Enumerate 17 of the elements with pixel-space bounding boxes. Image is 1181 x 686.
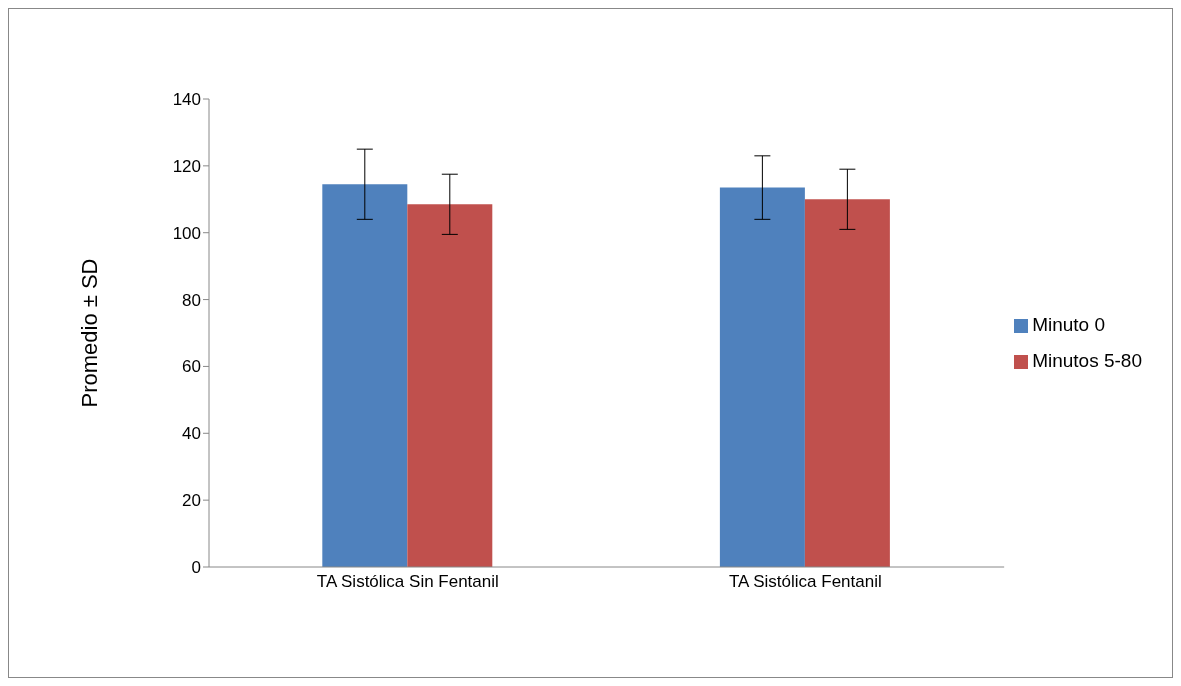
- x-tick-label: TA Sistólica Fentanil: [728, 572, 882, 592]
- y-tick-label: 20: [182, 491, 201, 511]
- y-tick-label: 0: [191, 558, 201, 578]
- y-tick-label: 100: [172, 223, 201, 243]
- bar: [407, 204, 493, 567]
- y-tick-label: 40: [182, 424, 201, 444]
- y-tick-label: 140: [172, 90, 201, 110]
- y-axis-title: Promedio ± SD: [76, 258, 102, 408]
- x-tick-label: TA Sistólica Sin Fentanil: [316, 572, 499, 592]
- bar: [719, 187, 805, 567]
- legend-label: Minutos 5-80: [1032, 350, 1142, 371]
- y-tick-label: 60: [182, 357, 201, 377]
- bar: [322, 184, 408, 567]
- y-tick-label: 120: [172, 156, 201, 176]
- y-tick-label: 80: [182, 290, 201, 310]
- legend-label: Minuto 0: [1032, 314, 1106, 335]
- bar: [804, 199, 890, 567]
